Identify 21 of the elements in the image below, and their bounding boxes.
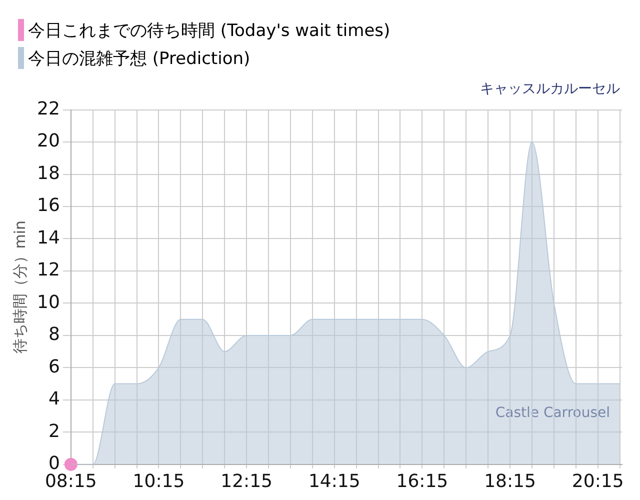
y-tick-label: 12 [37, 260, 60, 281]
y-tick-label: 8 [48, 324, 60, 346]
y-tick-label: 10 [37, 292, 60, 313]
legend-label: 今日これまでの待ち時間 (Today's wait times) [28, 20, 390, 42]
x-tick-label: 14:15 [308, 470, 360, 492]
y-tick-label: 18 [37, 162, 60, 184]
y-tick-label: 2 [48, 420, 60, 442]
x-tick-label: 18:15 [484, 470, 536, 492]
x-tick-label: 12:15 [220, 470, 272, 492]
x-tick-label: 10:15 [132, 470, 185, 492]
y-tick-label: 16 [37, 195, 60, 216]
chart-title: キャッスルカルーセル [480, 80, 620, 98]
x-tick-label: 16:15 [396, 470, 448, 492]
y-axis-title: 待ち時間（分）min [10, 220, 29, 354]
y-tick-label: 20 [37, 130, 60, 152]
y-tick-label: 14 [37, 227, 60, 248]
y-tick-label: 4 [48, 388, 60, 410]
legend-label: 今日の混雑予想 (Prediction) [28, 48, 250, 70]
y-tick-label: 6 [48, 356, 60, 378]
y-tick-label: 22 [37, 98, 60, 120]
x-tick-label: 20:15 [572, 470, 624, 492]
